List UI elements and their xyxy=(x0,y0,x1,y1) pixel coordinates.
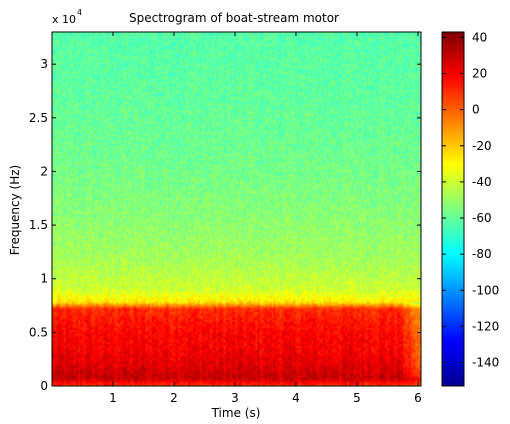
colorbar-tick-label: -120 xyxy=(472,319,499,333)
colorbar-tick-label: -80 xyxy=(472,247,492,261)
y-tick-label: 3 xyxy=(40,57,48,71)
colorbar-gradient xyxy=(441,31,465,387)
x-tick-label: 4 xyxy=(292,391,300,405)
x-tick-label: 1 xyxy=(109,391,117,405)
x-tick-label: 5 xyxy=(353,391,361,405)
y-axis-label: Frequency (Hz) xyxy=(8,165,22,256)
colorbar-tick-label: 20 xyxy=(472,67,487,81)
chart-title: Spectrogram of boat-stream motor xyxy=(129,11,339,25)
y-tick-label: 0 xyxy=(40,379,48,393)
y-axis-ticks: 0 0.5 1 1.5 2 2.5 3 xyxy=(29,57,421,393)
colorbar-tick-label: 0 xyxy=(472,103,480,117)
y-tick-label: 0.5 xyxy=(29,325,48,339)
colorbar-ticks: 40 20 0 -20 -40 -60 -80 -100 -120 -140 xyxy=(442,30,499,370)
plot-area: 1 2 3 4 5 6 0 0.5 1 1.5 2 2.5 3 xyxy=(29,31,422,405)
y-tick-label: 1 xyxy=(40,272,48,286)
x-tick-label: 3 xyxy=(231,391,239,405)
plot-frame xyxy=(51,31,422,387)
y-exponent-power: 4 xyxy=(77,8,82,17)
colorbar-tick-label: -40 xyxy=(472,175,492,189)
y-tick-label: 2 xyxy=(40,164,48,178)
colorbar-tick-label: 40 xyxy=(472,30,487,44)
x-axis-ticks: 1 2 3 4 5 6 xyxy=(109,32,422,405)
colorbar-tick-label: -20 xyxy=(472,139,492,153)
y-tick-label: 1.5 xyxy=(29,218,48,232)
x-tick-label: 6 xyxy=(414,391,422,405)
spectrogram-heatmap xyxy=(52,32,421,386)
colorbar: 40 20 0 -20 -40 -60 -80 -100 -120 -140 xyxy=(441,30,499,387)
heatmap-image xyxy=(52,32,421,386)
colorbar-tick-label: -100 xyxy=(472,283,499,297)
y-exponent-base: x 10 xyxy=(52,13,76,26)
x-tick-label: 2 xyxy=(170,391,178,405)
x-axis-label: Time (s) xyxy=(211,406,261,420)
colorbar-tick-label: -140 xyxy=(472,356,499,370)
y-tick-label: 2.5 xyxy=(29,111,48,125)
colorbar-tick-label: -60 xyxy=(472,211,492,225)
